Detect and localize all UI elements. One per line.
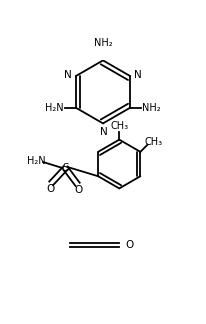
Text: CH₃: CH₃	[110, 121, 128, 131]
Text: O: O	[46, 184, 54, 194]
Text: N: N	[134, 70, 142, 79]
Text: S: S	[62, 163, 69, 173]
Text: N: N	[64, 70, 72, 79]
Text: O: O	[75, 185, 83, 195]
Text: NH₂: NH₂	[94, 38, 112, 48]
Text: O: O	[126, 240, 134, 250]
Text: CH₃: CH₃	[145, 137, 163, 147]
Text: NH₂: NH₂	[142, 103, 160, 113]
Text: H₂N: H₂N	[46, 103, 64, 113]
Text: H₂N: H₂N	[27, 156, 45, 166]
Text: N: N	[99, 126, 107, 136]
